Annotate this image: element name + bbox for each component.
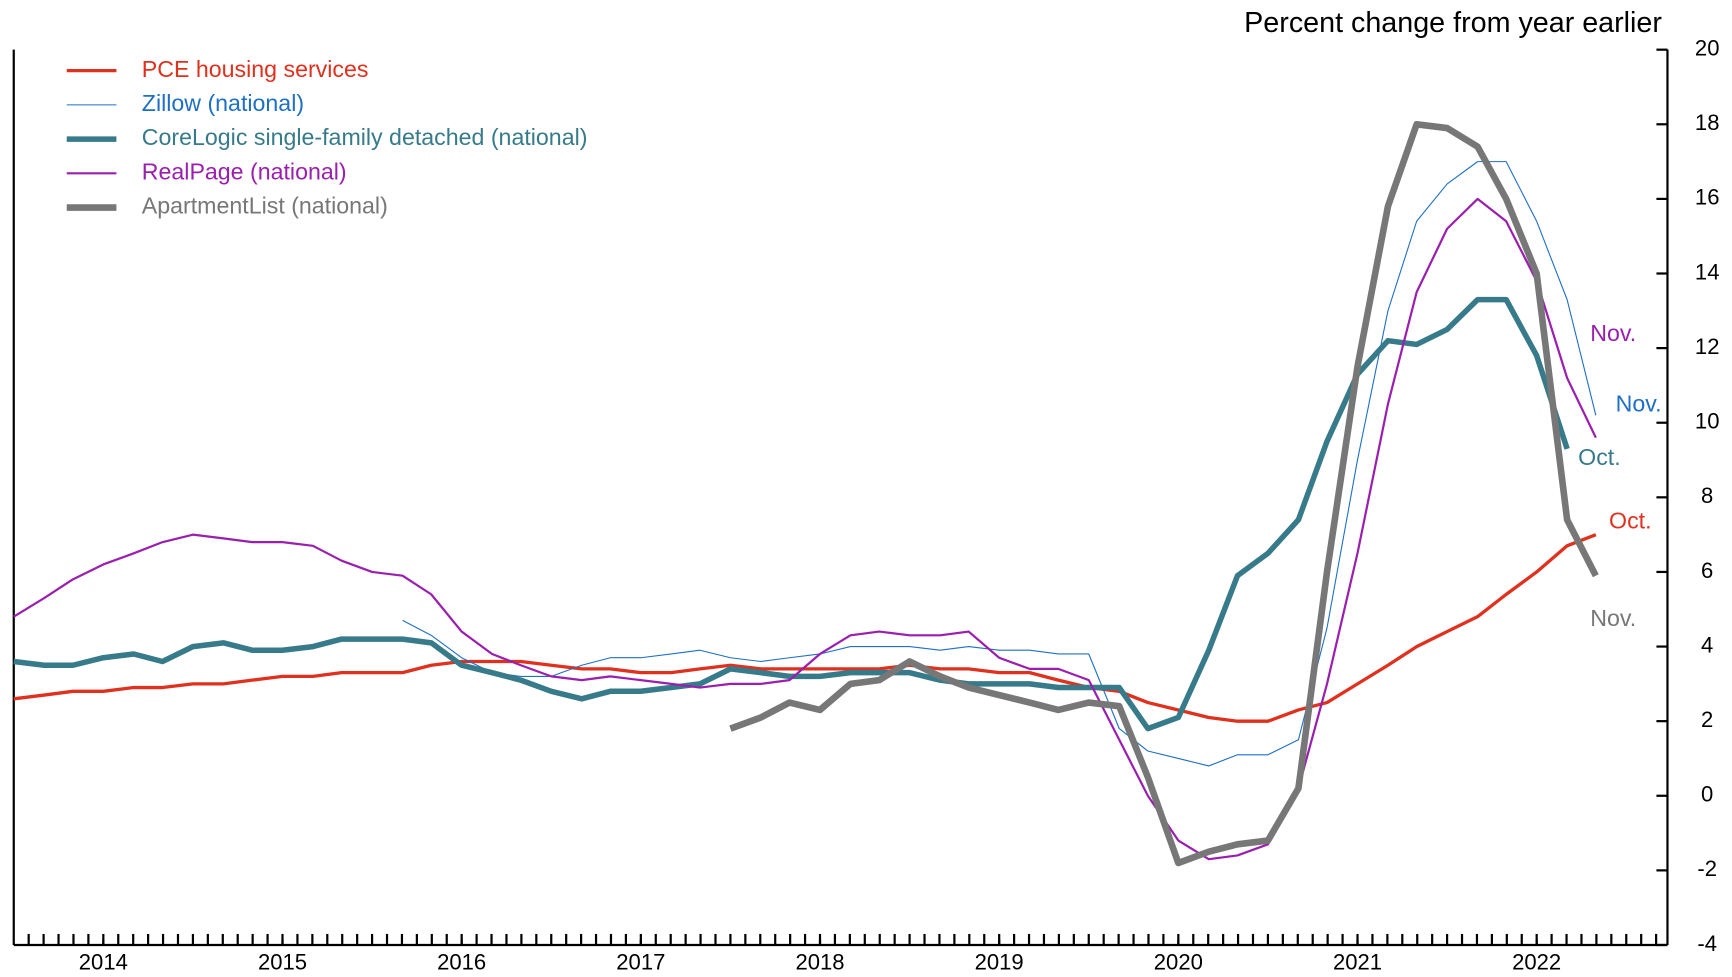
x-tick-label: 2015 <box>258 950 307 975</box>
x-tick-label: 2019 <box>975 950 1024 975</box>
end-label: Oct. <box>1609 508 1651 534</box>
y-tick-label: 8 <box>1701 483 1713 508</box>
series-line <box>13 197 1597 861</box>
legend-label: RealPage (national) <box>142 158 347 184</box>
y-tick-label: 0 <box>1701 782 1713 807</box>
y-tick-label: 16 <box>1695 185 1720 210</box>
legend-label: PCE housing services <box>142 56 369 82</box>
x-tick-label: 2022 <box>1512 950 1561 975</box>
series-line <box>13 533 1597 723</box>
y-tick-label: 6 <box>1701 558 1713 583</box>
end-label: Oct. <box>1578 444 1621 470</box>
x-tick-label: 2021 <box>1333 950 1382 975</box>
y-tick-label: 14 <box>1695 259 1720 284</box>
x-tick-label: 2017 <box>616 950 665 975</box>
end-label: Nov. <box>1590 605 1636 631</box>
end-label: Nov. <box>1616 390 1662 416</box>
y-tick-label: -2 <box>1697 856 1717 881</box>
y-tick-label: 18 <box>1695 110 1720 135</box>
y-tick-label: 12 <box>1695 334 1720 359</box>
x-tick-label: 2018 <box>795 950 844 975</box>
y-tick-label: -4 <box>1697 931 1717 956</box>
x-tick-label: 2016 <box>437 950 486 975</box>
end-label: Nov. <box>1590 320 1636 346</box>
legend-label: ApartmentList (national) <box>142 193 388 219</box>
series-line <box>729 120 1599 867</box>
legend-label: CoreLogic single-family detached (nation… <box>142 124 588 150</box>
chart-title: Percent change from year earlier <box>1244 7 1662 39</box>
y-tick-label: 10 <box>1695 409 1720 434</box>
y-tick-label: 4 <box>1701 632 1713 657</box>
series-line <box>13 296 1570 732</box>
legend-label: Zillow (national) <box>142 90 304 116</box>
x-tick-label: 2020 <box>1154 950 1203 975</box>
x-tick-label: 2014 <box>79 950 128 975</box>
series-line <box>402 161 1597 767</box>
y-tick-label: 2 <box>1701 707 1713 732</box>
y-tick-label: 20 <box>1695 36 1720 61</box>
